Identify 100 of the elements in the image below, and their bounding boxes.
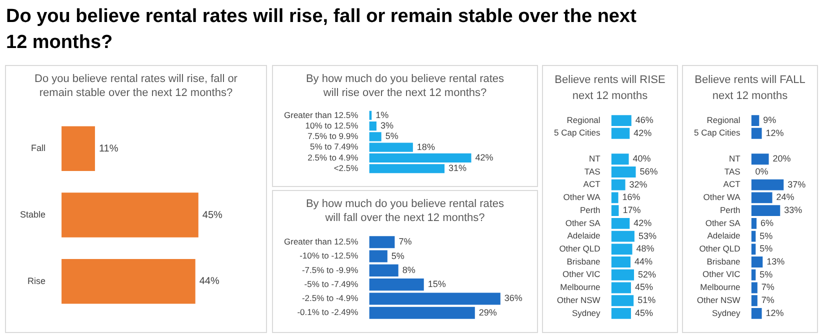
y-tick-label: Sydney xyxy=(572,308,602,318)
data-label: 5% xyxy=(760,269,773,280)
y-tick-label: Melbourne xyxy=(700,282,741,292)
y-tick-label: -7.5% to -9.9% xyxy=(302,264,359,275)
data-label: 31% xyxy=(448,163,467,174)
y-tick-label: 5% to 7.49% xyxy=(310,142,359,152)
data-label: 52% xyxy=(638,269,656,280)
chart-title: By how much do you believe rental rates will fall over the next 12 months? xyxy=(304,197,506,226)
data-label: 9% xyxy=(763,115,776,126)
y-tick-label: Greater than 12.5% xyxy=(284,110,359,120)
data-label: 1% xyxy=(376,110,389,120)
data-label: 7% xyxy=(761,282,774,292)
data-label: 3% xyxy=(380,120,394,131)
data-label: 5% xyxy=(385,131,398,142)
bar xyxy=(611,218,630,229)
bar xyxy=(611,282,631,294)
y-tick-label: Rise xyxy=(28,276,46,286)
data-label: 12% xyxy=(766,128,784,138)
y-tick-label: 2.5% to 4.9% xyxy=(308,152,359,162)
data-label: 18% xyxy=(416,142,435,152)
y-tick-label: TAS xyxy=(584,166,601,176)
bar xyxy=(611,256,631,268)
y-tick-label: -5% to -7.49% xyxy=(304,278,359,289)
y-tick-label: Perth xyxy=(720,204,741,215)
bar xyxy=(751,115,760,126)
bar xyxy=(369,250,388,262)
y-tick-label: Other SA xyxy=(565,218,601,228)
data-label: 5% xyxy=(760,244,773,254)
y-tick-label: Perth xyxy=(580,204,601,215)
bar xyxy=(751,205,780,216)
y-tick-label: Other SA xyxy=(705,218,741,228)
bar xyxy=(369,306,475,319)
y-tick-label: Other VIC xyxy=(562,269,600,280)
y-tick-label: -0.1% to -2.49% xyxy=(297,307,359,318)
data-label: 7% xyxy=(398,236,412,247)
data-label: 40% xyxy=(632,154,651,164)
data-label: 11% xyxy=(98,143,118,154)
bar xyxy=(751,218,757,229)
bar xyxy=(369,236,395,248)
bar xyxy=(611,295,634,306)
y-tick-label: TAS xyxy=(724,166,741,176)
data-label: 12% xyxy=(766,308,784,318)
data-label: 24% xyxy=(776,192,794,202)
bar xyxy=(751,295,758,306)
y-tick-label: NT xyxy=(588,153,600,164)
text: Do you believe rental rates will rise, fall or remain stable over the next 12 months? xyxy=(6,5,638,55)
data-label: 56% xyxy=(640,166,658,176)
data-label: 5% xyxy=(391,250,404,261)
chart-title: Believe rents will FALL next 12 months xyxy=(694,73,806,104)
y-tick-label: 5 Cap Cities xyxy=(554,128,600,138)
data-label: 36% xyxy=(504,293,522,304)
data-label: 8% xyxy=(402,264,416,275)
bar xyxy=(751,282,758,294)
data-label: 46% xyxy=(635,115,654,126)
data-label: 42% xyxy=(634,218,652,228)
data-label: 0% xyxy=(755,166,768,176)
y-tick-label: Other VIC xyxy=(702,269,740,280)
data-label: 45% xyxy=(634,308,653,318)
y-tick-label: <2.5% xyxy=(334,162,359,173)
data-label: 44% xyxy=(634,256,653,267)
data-label: 5% xyxy=(760,230,773,241)
data-label: 45% xyxy=(202,210,223,221)
y-tick-label: Other WA xyxy=(703,192,741,202)
y-tick-label: -10% to -12.5% xyxy=(300,250,359,261)
bar xyxy=(751,308,762,319)
y-tick-label: Other WA xyxy=(563,192,601,202)
bar xyxy=(611,154,629,165)
y-tick-label: Fall xyxy=(31,143,46,154)
y-tick-label: Other QLD xyxy=(559,244,600,254)
y-tick-label: Other QLD xyxy=(699,244,740,254)
bar xyxy=(611,128,630,139)
y-tick-label: Regional xyxy=(566,114,600,125)
data-label: 33% xyxy=(784,205,802,216)
data-label: 15% xyxy=(428,279,446,290)
y-tick-label: 7.5% to 9.9% xyxy=(308,131,359,142)
data-label: 13% xyxy=(766,256,785,267)
y-tick-label: Adelaide xyxy=(707,230,741,241)
bar xyxy=(611,115,632,126)
y-tick-label: 10% to 12.5% xyxy=(305,120,359,130)
bar xyxy=(751,154,769,165)
y-tick-label: ACT xyxy=(723,179,740,190)
y-tick-label: 5 Cap Cities xyxy=(694,128,740,138)
data-label: 29% xyxy=(478,307,497,318)
bar xyxy=(369,264,398,276)
bar xyxy=(611,166,636,178)
y-tick-label: NT xyxy=(728,153,740,164)
chart-title: Believe rents will RISE next 12 months xyxy=(554,73,666,104)
data-label: 37% xyxy=(788,179,806,190)
bar xyxy=(611,205,619,216)
y-tick-label: Regional xyxy=(706,114,740,125)
data-label: 32% xyxy=(629,179,648,190)
y-tick-label: Other NSW xyxy=(696,294,740,305)
y-tick-label: Other NSW xyxy=(556,294,600,305)
data-label: 45% xyxy=(634,282,653,292)
bar xyxy=(369,292,500,305)
y-tick-label: Melbourne xyxy=(560,282,601,292)
data-label: 7% xyxy=(761,295,774,306)
y-tick-label: Greater than 12.5% xyxy=(284,236,359,247)
data-label: 17% xyxy=(622,205,641,216)
y-tick-label: Brisbane xyxy=(706,256,741,266)
